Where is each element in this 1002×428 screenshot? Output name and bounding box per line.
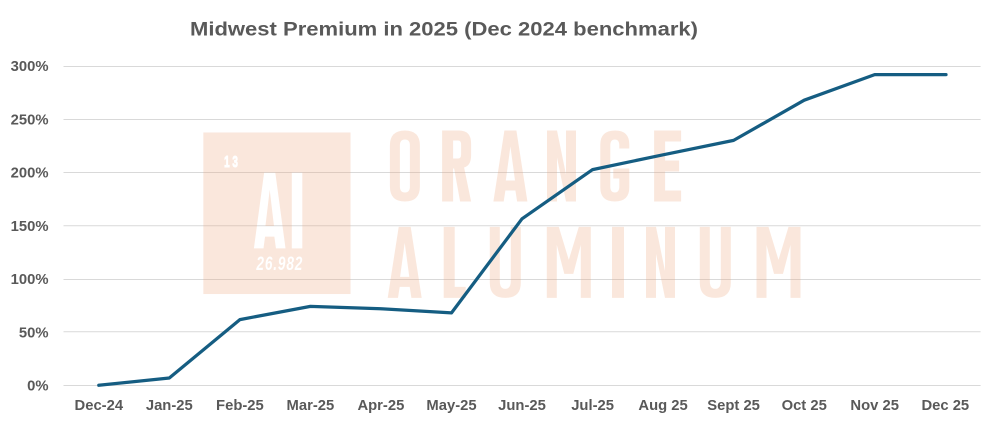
svg-text:150%: 150% [11, 219, 49, 235]
svg-text:Jul-25: Jul-25 [571, 398, 614, 414]
svg-text:Dec-24: Dec-24 [75, 398, 124, 414]
svg-text:Jan-25: Jan-25 [146, 398, 193, 414]
svg-text:Aug 25: Aug 25 [638, 398, 687, 414]
svg-text:Nov 25: Nov 25 [850, 398, 899, 414]
svg-text:Dec 25: Dec 25 [921, 398, 969, 414]
svg-text:May-25: May-25 [426, 398, 476, 414]
svg-text:Oct 25: Oct 25 [782, 398, 827, 414]
svg-text:50%: 50% [19, 326, 49, 342]
svg-text:200%: 200% [11, 166, 49, 182]
svg-text:250%: 250% [11, 113, 49, 129]
svg-text:Apr-25: Apr-25 [357, 398, 404, 414]
svg-text:300%: 300% [11, 59, 49, 75]
svg-text:Sept 25: Sept 25 [707, 398, 760, 414]
svg-text:Mar-25: Mar-25 [287, 398, 335, 414]
svg-text:Midwest Premium in 2025 (Dec 2: Midwest Premium in 2025 (Dec 2024 benchm… [190, 19, 698, 41]
svg-text:Jun-25: Jun-25 [498, 398, 546, 414]
svg-text:0%: 0% [27, 379, 48, 395]
svg-text:100%: 100% [11, 272, 49, 288]
svg-text:Feb-25: Feb-25 [216, 398, 264, 414]
